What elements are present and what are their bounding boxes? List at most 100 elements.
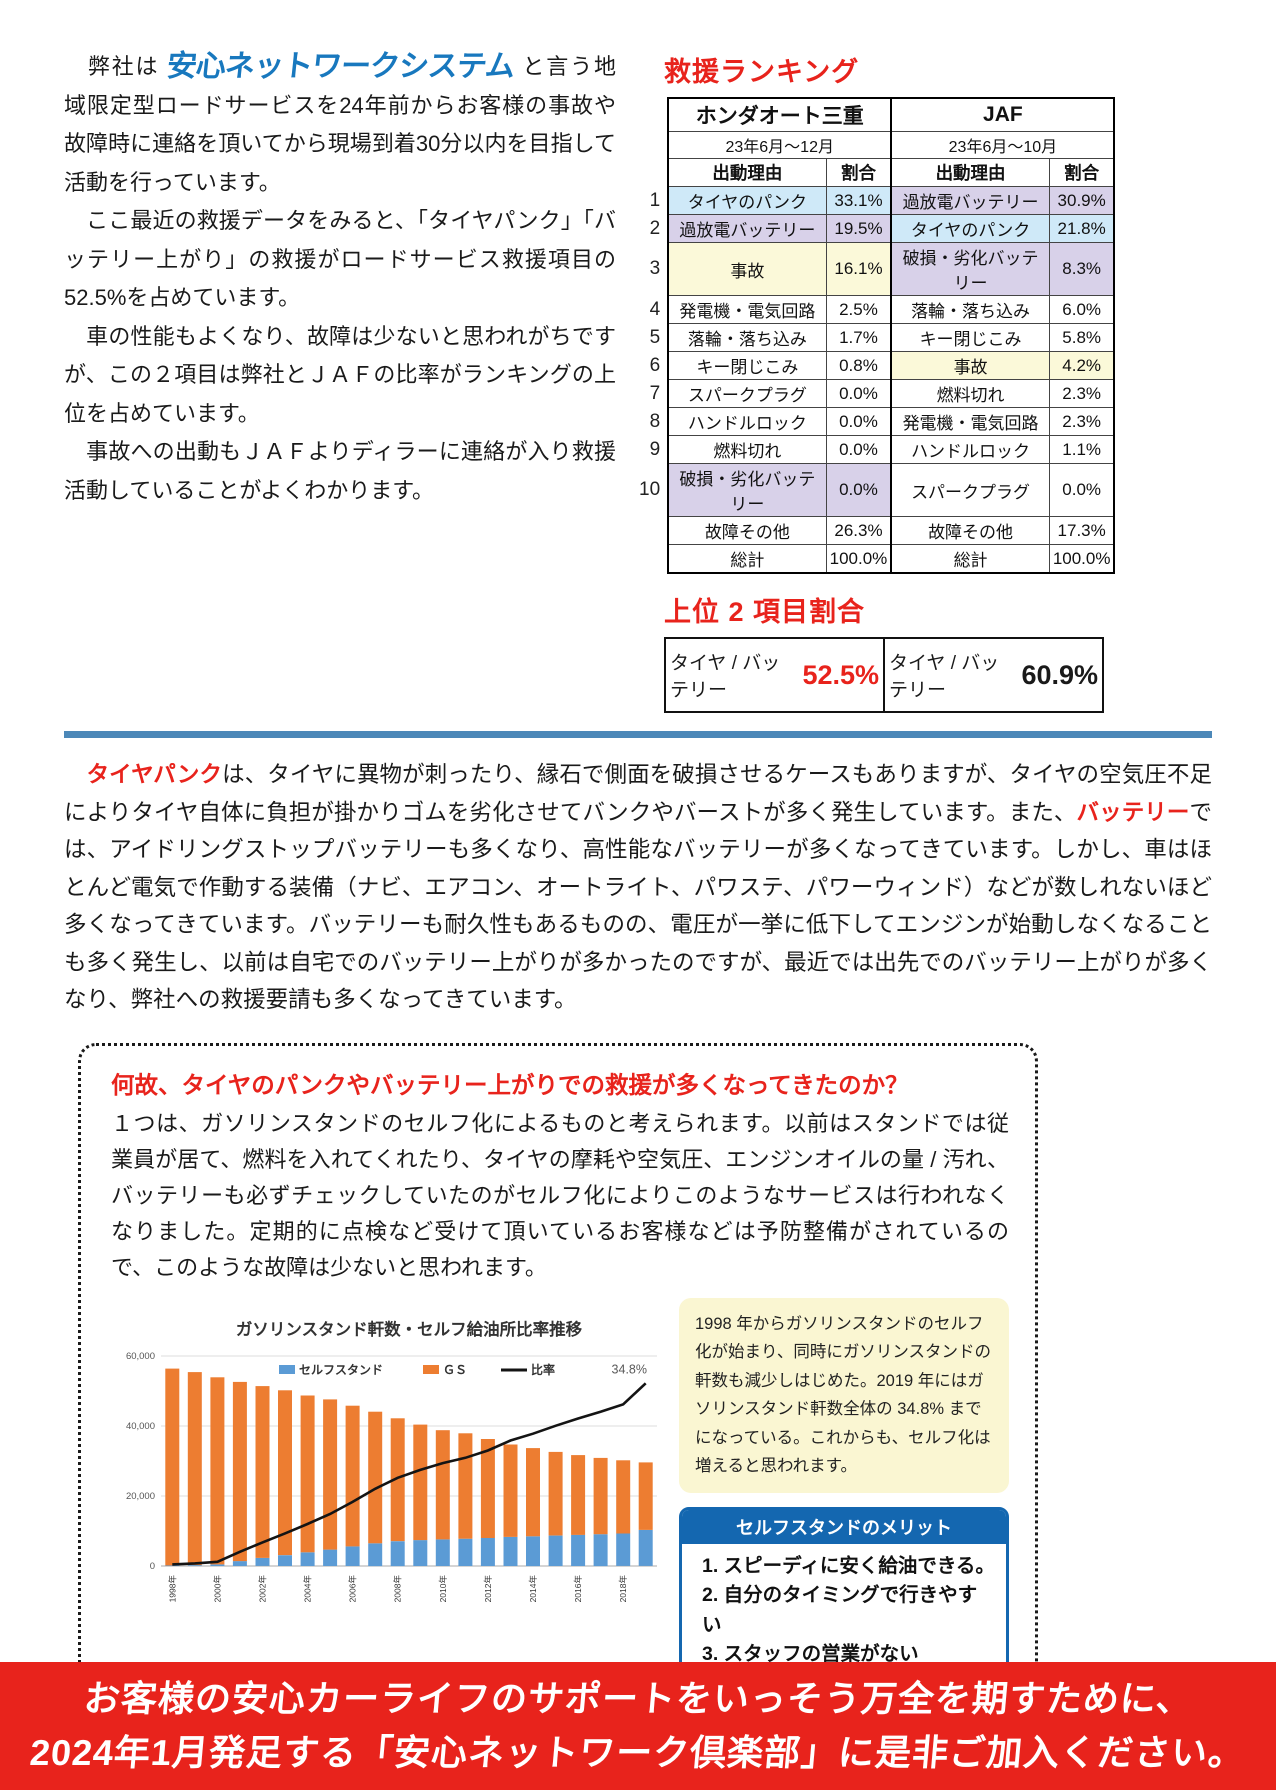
table-cell: 過放電バッテリー xyxy=(667,214,827,243)
svg-text:2004年: 2004年 xyxy=(303,1574,313,1602)
table-cell: 4.2% xyxy=(1048,351,1116,380)
rank-cell: 3 xyxy=(636,242,670,296)
svg-text:34.8%: 34.8% xyxy=(612,1362,647,1376)
table-cell: 落輪・落ち込み xyxy=(890,295,1050,324)
banner-line-2: 2024年1月発足する「安心ネットワーク倶楽部」に是非ご加入ください。 xyxy=(28,1732,1248,1773)
top2-box: タイヤ / バッテリー 52.5% タイヤ / バッテリー 60.9% xyxy=(664,637,1104,713)
rank-cell: 1 xyxy=(636,186,670,215)
table-cell: 発電機・電気回路 xyxy=(667,295,827,324)
blue-divider xyxy=(64,731,1212,738)
period-row: 23年6月～12月 23年6月～10月 xyxy=(636,131,1116,159)
table-cell: 19.5% xyxy=(825,214,892,243)
table-cell: タイヤのパンク xyxy=(890,214,1050,243)
rank-cell xyxy=(636,158,670,187)
ranking-row: 2 過放電バッテリー 19.5% タイヤのパンク 21.8% xyxy=(636,214,1116,243)
question-title: 何故、タイヤのパンクやバッテリー上がりでの救援が多くなってきたのか？ xyxy=(111,1071,909,1098)
table-cell: 1.1% xyxy=(1048,435,1116,464)
svg-text:2018年: 2018年 xyxy=(618,1574,628,1602)
table-cell: 2.3% xyxy=(1048,379,1116,408)
svg-text:1998年: 1998年 xyxy=(167,1574,177,1602)
rank-cell: 2 xyxy=(636,214,670,243)
gas-station-chart: ガソリンスタンド軒数・セルフ給油所比率推移 0 20,000 40,000 60,000… xyxy=(126,1319,657,1602)
table-cell: 16.1% xyxy=(825,242,892,296)
middle-indent xyxy=(64,762,87,787)
table-cell: 30.9% xyxy=(1048,186,1116,215)
table-cell: 6.0% xyxy=(1048,295,1116,324)
table-cell: 故障その他 xyxy=(667,516,827,545)
table-cell: 0.8% xyxy=(825,351,892,380)
table-cell: 故障その他 xyxy=(890,516,1050,545)
ranking-row: 7 スパークプラグ 0.0% 燃料切れ 2.3% xyxy=(636,379,1116,408)
rank-cell: 7 xyxy=(636,379,670,408)
col-header-share-left: 割合 xyxy=(825,158,892,187)
keyword-battery: バッテリー xyxy=(1076,799,1190,825)
rank-cell xyxy=(636,516,670,545)
ranking-table-head: ホンダオート三重 JAF 23年6月～12月 23年6月～10月 出動理由 割合… xyxy=(636,97,1116,187)
intro-p1-suffix: と言う地域限定型ロードサービスを24年前からお客様の事故や故障時に連絡を頂いてか… xyxy=(64,54,616,195)
table-cell: 0.0% xyxy=(825,379,892,408)
svg-text:ＧＳ: ＧＳ xyxy=(443,1363,467,1377)
top2-honda-label: タイヤ / バッテリー xyxy=(670,653,781,701)
table-cell: スパークプラグ xyxy=(890,463,1050,517)
middle-segment-2: では、アイドリングストップバッテリーも多くなり、高性能なバッテリーが多くなってき… xyxy=(64,799,1212,1013)
svg-text:40,000: 40,000 xyxy=(126,1421,155,1432)
brand-name: 安心ネットワークシステム xyxy=(165,50,517,83)
table-cell: 21.8% xyxy=(1048,214,1116,243)
table-cell: スパークプラグ xyxy=(667,379,827,408)
org-header-row: ホンダオート三重 JAF xyxy=(636,97,1116,132)
ranking-row: 総計 100.0% 総計 100.0% xyxy=(636,544,1116,574)
intro-paragraph-1: 弊社は 安心ネットワークシステム と言う地域限定型ロードサービスを24年前からお… xyxy=(64,48,616,202)
table-cell: 総計 xyxy=(890,544,1050,574)
table-cell: 0.0% xyxy=(825,463,892,517)
svg-text:2002年: 2002年 xyxy=(258,1574,268,1602)
intro-paragraph-2: ここ最近の救援データをみると、「タイヤパンク」「バッテリー上がり」の救援がロード… xyxy=(64,208,616,310)
rank-cell: 6 xyxy=(636,351,670,380)
intro-p1-prefix: 弊社は xyxy=(64,54,168,79)
table-cell: 発電機・電気回路 xyxy=(890,407,1050,436)
svg-text:2008年: 2008年 xyxy=(393,1574,403,1602)
bottom-banner: お客様の安心カーライフのサポートをいっそう万全を期すために、 2024年1月発足… xyxy=(0,1662,1276,1790)
merit-box-header: セルフスタンドのメリット xyxy=(682,1509,1006,1544)
ranking-title: 救援ランキング xyxy=(664,57,860,87)
svg-text:2010年: 2010年 xyxy=(438,1574,448,1602)
svg-text:20,000: 20,000 xyxy=(126,1491,155,1502)
table-cell: 過放電バッテリー xyxy=(890,186,1050,215)
table-cell: 事故 xyxy=(667,242,827,296)
period-honda: 23年6月～12月 xyxy=(667,131,892,159)
svg-text:2014年: 2014年 xyxy=(528,1574,538,1602)
table-cell: 燃料切れ xyxy=(890,379,1050,408)
period-jaf: 23年6月～10月 xyxy=(890,131,1116,159)
ranking-table-body: 1 タイヤのパンク 33.1% 過放電バッテリー 30.9% 2 過放電バッテリー 19.5%… xyxy=(636,186,1116,574)
table-cell: 5.8% xyxy=(1048,323,1116,352)
svg-text:2000年: 2000年 xyxy=(212,1574,222,1602)
table-cell: 33.1% xyxy=(825,186,892,215)
column-header-row: 出動理由 割合 出動理由 割合 xyxy=(636,158,1116,187)
table-cell: 0.0% xyxy=(825,407,892,436)
col-header-share-right: 割合 xyxy=(1048,158,1116,187)
ranking-row: 3 事故 16.1% 破損・劣化バッテリー 8.3% xyxy=(636,242,1116,296)
col-header-reason-left: 出動理由 xyxy=(667,158,827,187)
list-item: 1. スピーディに安く給油できる。 xyxy=(702,1554,995,1577)
table-cell: 2.5% xyxy=(825,295,892,324)
table-cell: 破損・劣化バッテリー xyxy=(890,242,1050,296)
rank-cell: 10 xyxy=(636,463,670,517)
table-cell: 17.3% xyxy=(1048,516,1116,545)
keyword-tire-puncture: タイヤパンク xyxy=(86,762,223,787)
table-cell: 8.3% xyxy=(1048,242,1116,296)
table-cell: 0.0% xyxy=(825,435,892,464)
middle-segment-1: は、タイヤに異物が刺ったり、縁石で側面を破損させるケースもありますが、タイヤの空… xyxy=(64,762,1212,825)
rank-cell xyxy=(636,98,670,132)
rank-cell: 5 xyxy=(636,323,670,352)
top2-title: 上位 2 項目割合 xyxy=(664,597,866,627)
ranking-row: 5 落輪・落ち込み 1.7% キー閉じこみ 5.8% xyxy=(636,323,1116,352)
svg-text:2006年: 2006年 xyxy=(348,1574,358,1602)
question-body: １つは、ガソリンスタンドのセルフ化によるものと考えられます。以前はスタンドでは従… xyxy=(111,1110,1009,1280)
table-cell: 破損・劣化バッテリー xyxy=(667,463,827,517)
intro-paragraph-3: 車の性能もよくなり、故障は少ないと思われがちですが、この２項目は弊社とＪＡＦの比… xyxy=(64,323,616,426)
svg-text:0: 0 xyxy=(150,1561,155,1572)
merit-box-items: 1. スピーディに安く給油できる。 2. 自分のタイミングで行きやすい 3. スタッ… xyxy=(682,1544,1006,1680)
intro-paragraph-4: 事故への出動もＪＡＦよりディラーに連絡が入り救援活動していることがよくわかります… xyxy=(64,439,616,503)
middle-paragraph: タイヤパンクは、タイヤに異物が刺ったり、縁石で側面を破損させるケースもありますが… xyxy=(64,756,1212,1019)
table-cell: ハンドルロック xyxy=(667,407,827,436)
